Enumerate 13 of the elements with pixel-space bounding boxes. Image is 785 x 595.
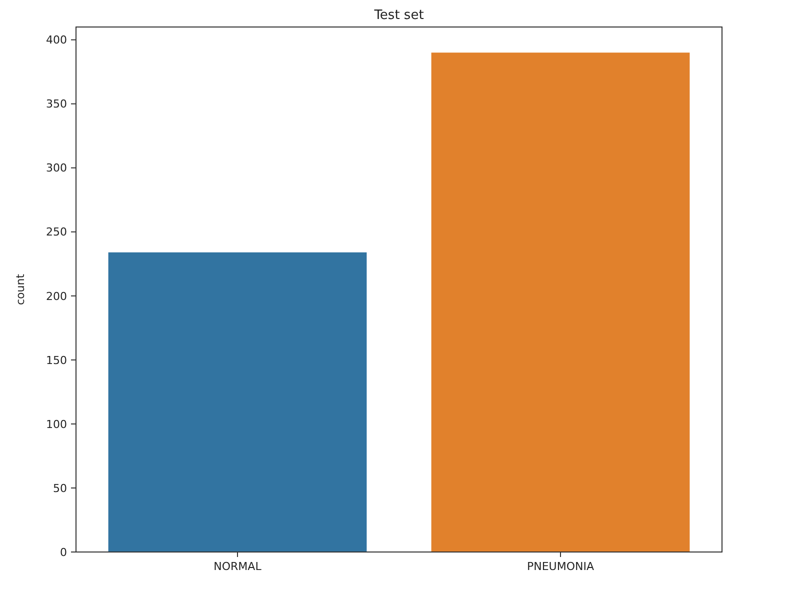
y-tick-label: 300: [46, 162, 67, 175]
y-tick-label: 100: [46, 418, 67, 431]
y-tick-label: 200: [46, 290, 67, 303]
y-tick-label: 50: [53, 482, 67, 495]
y-axis-title: count: [14, 273, 27, 306]
y-tick-label: 400: [46, 34, 67, 47]
x-tick-label: NORMAL: [214, 560, 262, 573]
chart-title: Test set: [373, 8, 424, 23]
y-tick-label: 0: [60, 546, 67, 559]
x-tick-label: PNEUMONIA: [526, 560, 594, 573]
y-tick-label: 350: [46, 98, 67, 111]
y-tick-label: 150: [46, 354, 67, 367]
y-tick-label: 250: [46, 226, 67, 239]
